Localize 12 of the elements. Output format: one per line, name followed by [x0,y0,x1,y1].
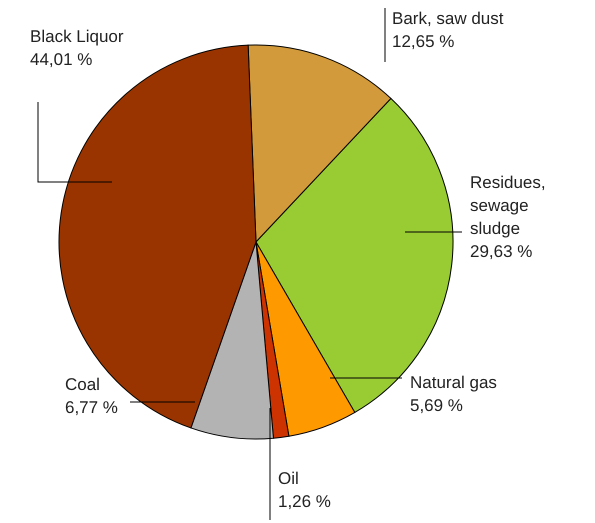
slice-label: Residues, sewage sludge [470,173,546,238]
slice-label: Coal [65,375,100,394]
slice-label: Natural gas [410,373,497,392]
slice-label: Bark, saw dust [392,9,504,28]
data-label: 6,77 % [65,398,118,417]
data-label: 44,01 % [30,50,92,69]
slice-label: Oil [278,469,299,488]
data-label: 5,69 % [410,396,463,415]
data-label: 29,63 % [470,242,532,261]
data-label: 12,65 % [392,32,454,51]
slice-label: Black Liquor [30,27,124,46]
data-label: 1,26 % [278,492,331,511]
